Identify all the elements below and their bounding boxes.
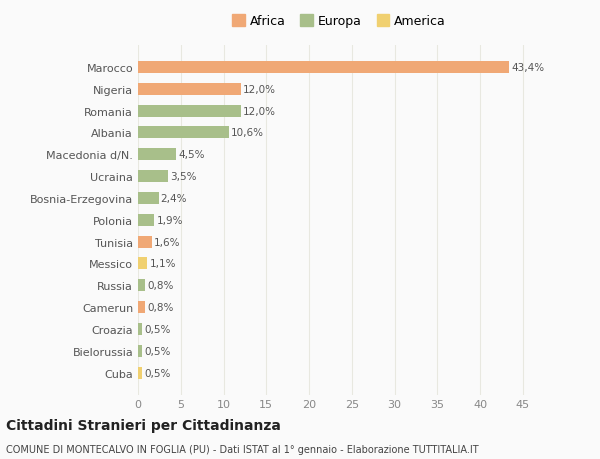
Text: 43,4%: 43,4% [511, 63, 544, 73]
Text: Cittadini Stranieri per Cittadinanza: Cittadini Stranieri per Cittadinanza [6, 418, 281, 432]
Text: 0,8%: 0,8% [147, 302, 173, 313]
Bar [138, 236, 152, 248]
Text: 2,4%: 2,4% [161, 194, 187, 203]
Bar [138, 258, 148, 270]
Bar [138, 106, 241, 118]
Text: COMUNE DI MONTECALVO IN FOGLIA (PU) - Dati ISTAT al 1° gennaio - Elaborazione TU: COMUNE DI MONTECALVO IN FOGLIA (PU) - Da… [6, 444, 479, 454]
Bar [138, 62, 509, 74]
Bar [138, 323, 142, 335]
Text: 12,0%: 12,0% [243, 106, 276, 116]
Bar [138, 84, 241, 95]
Text: 0,5%: 0,5% [145, 325, 171, 334]
Bar [138, 302, 145, 313]
Bar [138, 280, 145, 292]
Text: 0,8%: 0,8% [147, 281, 173, 291]
Text: 4,5%: 4,5% [179, 150, 205, 160]
Text: 1,1%: 1,1% [149, 259, 176, 269]
Bar [138, 192, 158, 205]
Text: 12,0%: 12,0% [243, 84, 276, 95]
Text: 0,5%: 0,5% [145, 346, 171, 356]
Text: 3,5%: 3,5% [170, 172, 197, 182]
Text: 1,6%: 1,6% [154, 237, 181, 247]
Legend: Africa, Europa, America: Africa, Europa, America [227, 10, 451, 33]
Bar [138, 171, 168, 183]
Text: 10,6%: 10,6% [231, 128, 264, 138]
Bar [138, 214, 154, 226]
Text: 0,5%: 0,5% [145, 368, 171, 378]
Bar [138, 149, 176, 161]
Bar [138, 367, 142, 379]
Bar [138, 127, 229, 139]
Text: 1,9%: 1,9% [157, 215, 183, 225]
Bar [138, 345, 142, 357]
